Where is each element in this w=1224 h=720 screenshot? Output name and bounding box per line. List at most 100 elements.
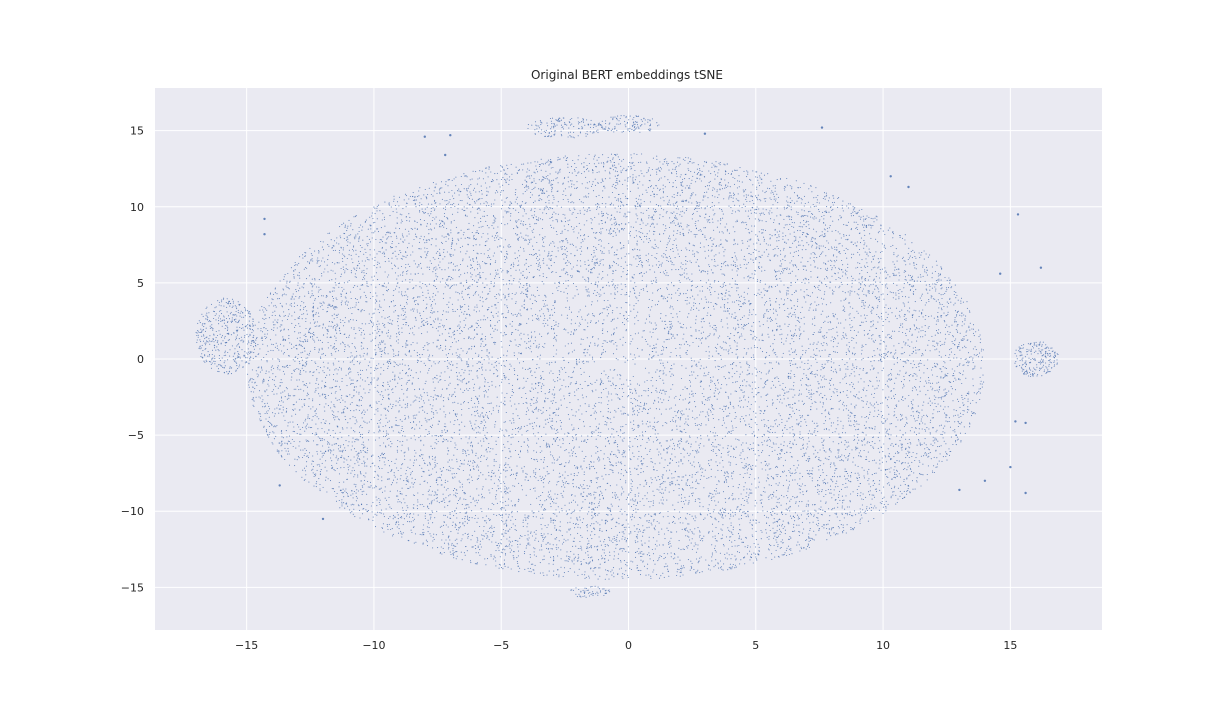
scatter-point [801, 548, 803, 550]
scatter-point [857, 479, 859, 481]
scatter-point [437, 423, 439, 425]
scatter-point [598, 567, 600, 569]
scatter-point [810, 276, 812, 278]
scatter-point [266, 333, 268, 335]
scatter-point [863, 307, 865, 309]
scatter-point [600, 245, 602, 247]
scatter-point [761, 220, 763, 222]
scatter-point [579, 322, 581, 324]
scatter-point [735, 446, 737, 448]
scatter-point [402, 318, 404, 320]
scatter-point [832, 441, 834, 443]
scatter-point [678, 165, 680, 167]
scatter-point [372, 295, 374, 298]
scatter-point [572, 414, 574, 416]
scatter-point [771, 212, 773, 214]
scatter-point [780, 541, 782, 543]
scatter-point [510, 526, 513, 529]
scatter-point [571, 452, 573, 454]
scatter-point [826, 267, 829, 269]
scatter-point [708, 357, 710, 360]
scatter-point [328, 321, 330, 323]
scatter-point [812, 217, 814, 219]
scatter-point [347, 268, 349, 271]
scatter-point [627, 576, 629, 578]
scatter-point [447, 267, 449, 269]
scatter-point [313, 331, 315, 333]
scatter-point [842, 409, 845, 411]
scatter-point [540, 477, 542, 479]
scatter-point [871, 312, 873, 314]
scatter-point [571, 436, 573, 438]
scatter-point [728, 415, 730, 417]
scatter-point [917, 417, 919, 419]
scatter-point [382, 322, 384, 324]
scatter-point [845, 224, 847, 226]
scatter-point [935, 290, 937, 292]
scatter-point [283, 293, 285, 295]
scatter-point [758, 406, 760, 408]
scatter-point [860, 266, 862, 268]
scatter-point [401, 493, 403, 495]
scatter-point [359, 361, 361, 363]
scatter-point [853, 527, 856, 529]
scatter-point [714, 550, 716, 552]
scatter-point [652, 157, 654, 159]
scatter-point [722, 283, 724, 285]
scatter-point [618, 568, 620, 570]
scatter-point [533, 178, 535, 180]
scatter-point [676, 232, 678, 235]
scatter-point [345, 297, 347, 299]
scatter-point [900, 323, 902, 325]
scatter-point [316, 262, 318, 264]
scatter-point [739, 509, 741, 511]
scatter-point [383, 349, 385, 351]
scatter-point [929, 285, 931, 288]
scatter-point [658, 375, 660, 377]
scatter-point [490, 325, 492, 327]
scatter-point [840, 300, 842, 302]
scatter-point [446, 251, 448, 253]
scatter-point [887, 313, 889, 315]
scatter-point [273, 393, 275, 395]
scatter-point [743, 291, 745, 293]
scatter-point [532, 217, 535, 219]
scatter-point [905, 332, 907, 334]
scatter-point [568, 186, 570, 188]
scatter-point [434, 311, 436, 313]
scatter-point [784, 392, 786, 394]
scatter-point [513, 352, 515, 354]
scatter-point [639, 551, 641, 553]
scatter-point [494, 199, 496, 201]
scatter-point [593, 494, 595, 496]
scatter-point [898, 292, 900, 294]
scatter-point [770, 387, 772, 389]
scatter-point [819, 449, 821, 451]
scatter-point [794, 530, 796, 532]
scatter-point [479, 267, 481, 269]
scatter-point [350, 504, 352, 506]
scatter-point [476, 200, 478, 202]
scatter-point [481, 305, 483, 307]
scatter-point [646, 238, 648, 240]
scatter-point [570, 377, 572, 379]
scatter-point [844, 486, 846, 489]
scatter-point [792, 436, 794, 438]
scatter-point [753, 552, 755, 554]
scatter-point [712, 417, 714, 420]
scatter-point [393, 290, 395, 292]
scatter-point [598, 264, 600, 266]
scatter-point [749, 492, 751, 494]
scatter-point [835, 468, 837, 470]
scatter-point [278, 359, 280, 361]
scatter-point [607, 160, 609, 162]
scatter-point [780, 265, 782, 267]
scatter-point [661, 255, 663, 257]
scatter-point [315, 362, 317, 365]
scatter-point [891, 374, 893, 376]
scatter-point [691, 474, 693, 476]
scatter-point [444, 339, 447, 341]
scatter-point [576, 360, 578, 362]
scatter-point [543, 459, 545, 461]
scatter-point [661, 457, 663, 459]
